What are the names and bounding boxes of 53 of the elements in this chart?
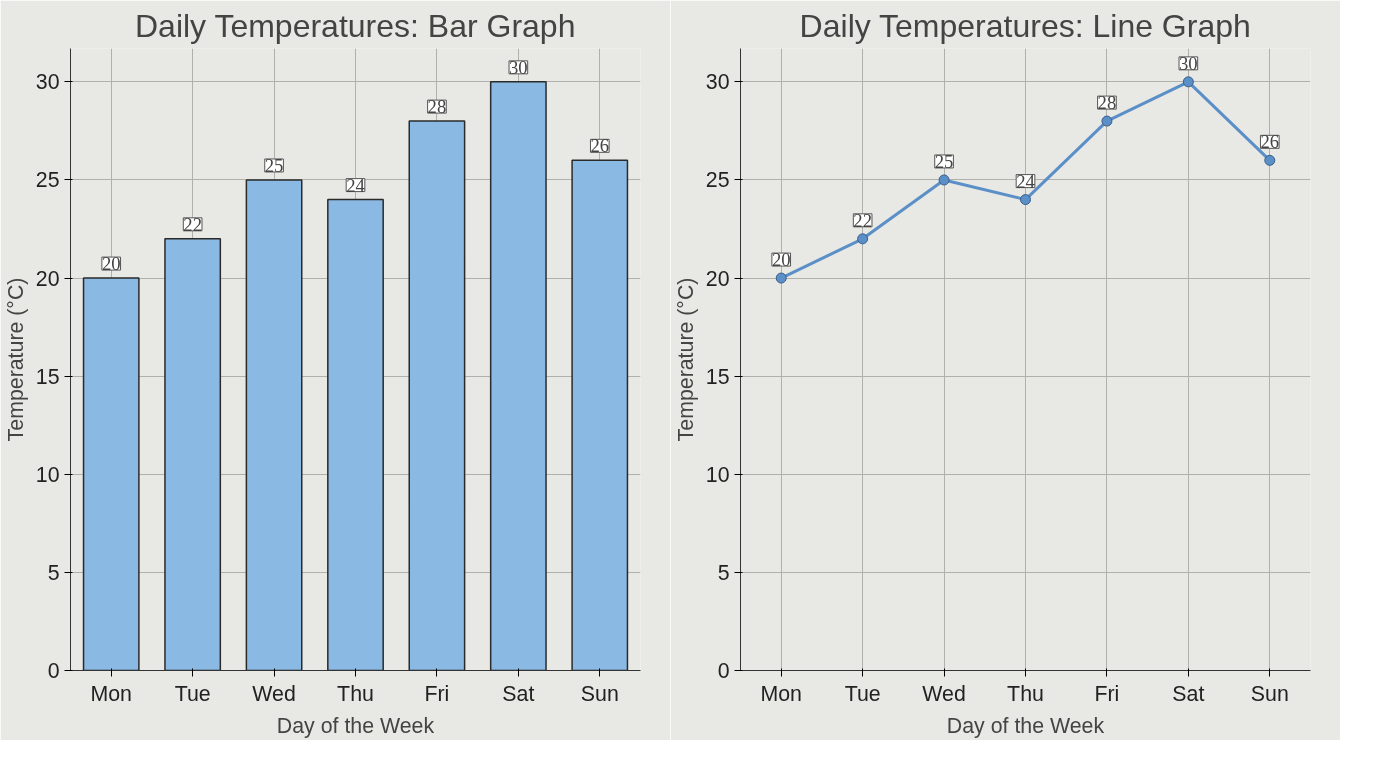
point xyxy=(775,272,787,284)
x-axis-title: Day of the Week xyxy=(946,713,1105,738)
y-tick-label: 30 xyxy=(705,70,730,95)
y-tick-label: 20 xyxy=(705,266,730,291)
y-tick-label: 5 xyxy=(717,560,730,585)
x-tick-label: Thu xyxy=(1007,681,1044,706)
x-tick-label: Thu xyxy=(337,681,374,706)
y-tick-label: 10 xyxy=(35,462,60,487)
point xyxy=(1182,76,1194,88)
point xyxy=(1101,115,1113,127)
x-tick-label: Fri xyxy=(1094,681,1120,706)
y-tick-label: 5 xyxy=(47,560,60,585)
y-tick-label: 20 xyxy=(35,266,60,291)
point xyxy=(938,174,950,186)
y-axis-title: Temperature (°C) xyxy=(673,277,698,442)
x-tick-label: Tue xyxy=(174,681,211,706)
data-label: 22 xyxy=(853,209,872,231)
point xyxy=(1020,194,1031,206)
x-axis-title: Day of the Week xyxy=(276,713,435,738)
x-tick-label: Wed xyxy=(922,681,966,706)
data-label: 20 xyxy=(771,249,791,271)
chart-title: Daily Temperatures: Bar Graph xyxy=(134,7,576,44)
data-label: 25 xyxy=(934,150,954,172)
x-tick-label: Wed xyxy=(252,681,296,706)
y-tick-label: 15 xyxy=(35,364,60,389)
y-tick-label: 25 xyxy=(705,168,730,193)
point xyxy=(857,233,869,245)
x-tick-label: Sun xyxy=(580,681,619,706)
x-tick-label: Tue xyxy=(844,681,881,706)
y-tick-label: 0 xyxy=(47,659,60,683)
data-label: 28 xyxy=(427,96,447,118)
data-label: 25 xyxy=(264,154,284,176)
data-label: 28 xyxy=(1097,92,1117,114)
x-tick-label: Sat xyxy=(502,681,535,706)
data-label: 20 xyxy=(101,253,121,275)
x-tick-label: Sat xyxy=(1172,681,1205,706)
data-label: 30 xyxy=(1179,52,1198,74)
chart-title: Daily Temperatures: Line Graph xyxy=(799,7,1251,44)
y-tick-label: 15 xyxy=(705,364,730,389)
x-tick-label: Sun xyxy=(1250,681,1289,706)
x-tick-label: Fri xyxy=(424,681,450,706)
data-label: 26 xyxy=(590,135,610,157)
x-tick-label: Mon xyxy=(90,681,132,706)
x-tick-label: Mon xyxy=(760,681,802,706)
y-tick-label: 0 xyxy=(717,659,730,683)
point xyxy=(1264,154,1276,166)
y-tick-label: 10 xyxy=(705,462,730,487)
data-label: 22 xyxy=(183,213,202,235)
data-label: 26 xyxy=(1260,131,1280,153)
y-tick-label: 30 xyxy=(35,70,60,95)
y-axis-title: Temperature (°C) xyxy=(3,277,28,442)
data-label: 30 xyxy=(509,56,528,78)
y-tick-label: 25 xyxy=(35,168,60,193)
